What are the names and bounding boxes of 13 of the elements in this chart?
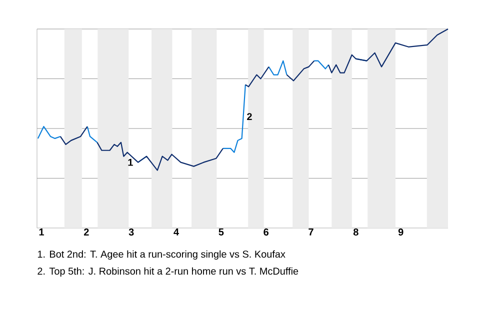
text: 1. Bot 2nd: T. Agee hit a run-scoring single vs S. Koufax	[38, 250, 286, 260]
x-tick-label: 1	[39, 228, 44, 236]
x-tick-label: 7	[308, 228, 314, 236]
annotation: 2	[247, 113, 252, 120]
x-tick-label: 6	[264, 228, 269, 236]
x-tick-label: 4	[174, 228, 179, 236]
x-tick-label: 3	[128, 228, 134, 236]
annotation: 1	[128, 158, 133, 166]
x-tick-label: 9	[398, 228, 404, 236]
x-tick-label: 5	[218, 228, 224, 236]
x-tick-label: 2	[84, 228, 89, 236]
x-tick-label: 8	[353, 228, 358, 236]
text: 2. Top 5th: J. Robinson hit a 2-run home run vs T. McDuffie	[38, 267, 298, 277]
